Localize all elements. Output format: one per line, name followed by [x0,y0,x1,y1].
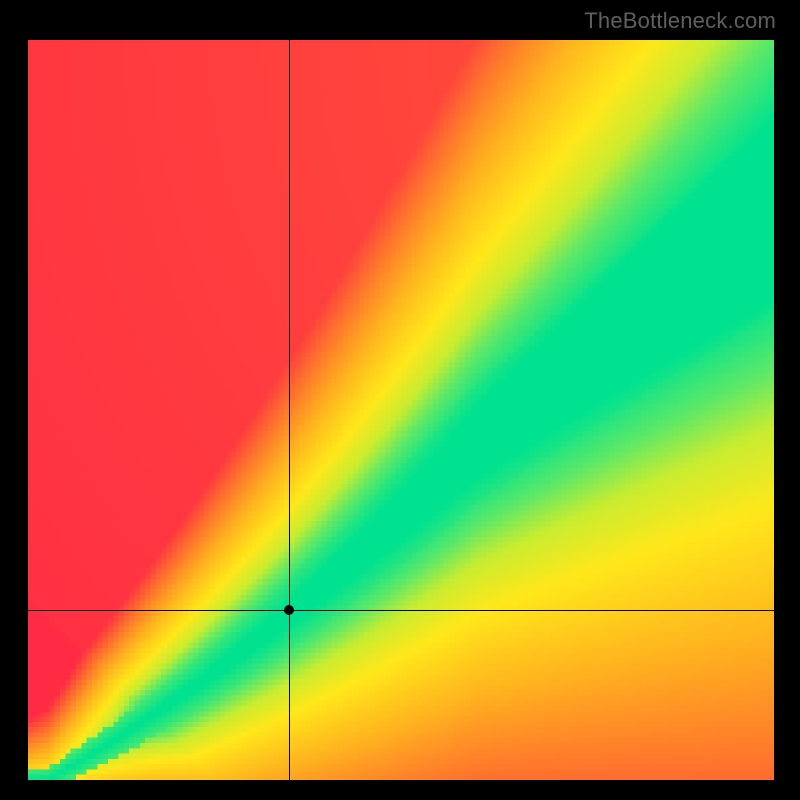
heatmap-canvas [28,40,774,780]
marker-dot [284,605,294,615]
crosshair-horizontal [28,610,774,611]
chart-container: TheBottleneck.com [0,0,800,800]
plot-area [28,40,774,780]
crosshair-vertical [289,40,290,780]
watermark-text: TheBottleneck.com [584,8,776,34]
